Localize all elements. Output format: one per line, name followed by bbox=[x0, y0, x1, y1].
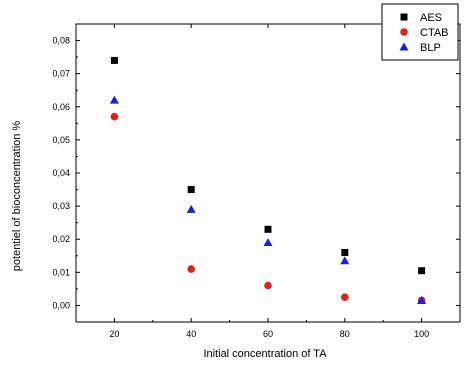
y-tick-label: 0,04 bbox=[52, 168, 70, 178]
plot-frame bbox=[75, 23, 461, 323]
legend-label-aes: AES bbox=[420, 12, 442, 24]
x-tick-label: 60 bbox=[263, 329, 273, 339]
data-point-aes bbox=[264, 225, 272, 233]
data-point-blp bbox=[186, 204, 196, 213]
y-tick-label: 0,03 bbox=[52, 201, 70, 211]
plot-area bbox=[75, 23, 461, 323]
series-aes bbox=[110, 56, 426, 275]
data-point-aes bbox=[418, 267, 426, 275]
data-point-aes bbox=[341, 248, 349, 256]
data-point-blp bbox=[340, 256, 350, 265]
x-axis-ticks: 20 40 60 80 100 bbox=[75, 24, 461, 339]
data-point-blp bbox=[417, 295, 427, 304]
data-point-ctab bbox=[110, 112, 119, 121]
x-tick-label: 100 bbox=[414, 329, 429, 339]
series-blp bbox=[109, 95, 427, 304]
series-layer bbox=[109, 56, 427, 305]
legend-marker-ctab bbox=[400, 28, 408, 36]
y-tick-label: 0,00 bbox=[52, 300, 70, 310]
legend-label-blp: BLP bbox=[420, 42, 441, 54]
y-tick-label: 0,05 bbox=[52, 135, 70, 145]
y-tick-label: 0,07 bbox=[52, 69, 70, 79]
legend: AES CTAB BLP bbox=[381, 3, 459, 61]
x-tick-label: 80 bbox=[340, 329, 350, 339]
y-axis-ticks: 0,00 0,01 0,02 0,03 0,04 0,05 0,06 0,07 0,08 bbox=[52, 36, 460, 310]
y-tick-label: 0,06 bbox=[52, 102, 70, 112]
series-ctab bbox=[110, 112, 426, 305]
data-point-blp bbox=[109, 95, 119, 104]
legend-label-ctab: CTAB bbox=[420, 27, 449, 39]
data-point-blp bbox=[263, 238, 273, 247]
data-point-ctab bbox=[264, 281, 272, 290]
x-axis-label: Initial concentration of TA bbox=[203, 348, 327, 360]
legend-box bbox=[381, 3, 459, 61]
data-point-ctab bbox=[341, 293, 349, 301]
y-tick-label: 0,02 bbox=[52, 234, 70, 244]
y-axis-label: potentiel of bioconcentration % bbox=[11, 121, 23, 272]
data-point-aes bbox=[187, 186, 195, 194]
y-tick-label: 0,01 bbox=[52, 267, 70, 277]
data-point-ctab bbox=[187, 265, 195, 273]
x-tick-label: 20 bbox=[109, 329, 119, 339]
legend-items: AES CTAB BLP bbox=[399, 12, 449, 54]
y-tick-label: 0,08 bbox=[52, 36, 70, 46]
data-point-aes bbox=[110, 56, 118, 64]
legend-marker-blp bbox=[399, 42, 409, 51]
x-tick-label: 40 bbox=[186, 329, 196, 339]
legend-marker-aes bbox=[400, 13, 408, 21]
